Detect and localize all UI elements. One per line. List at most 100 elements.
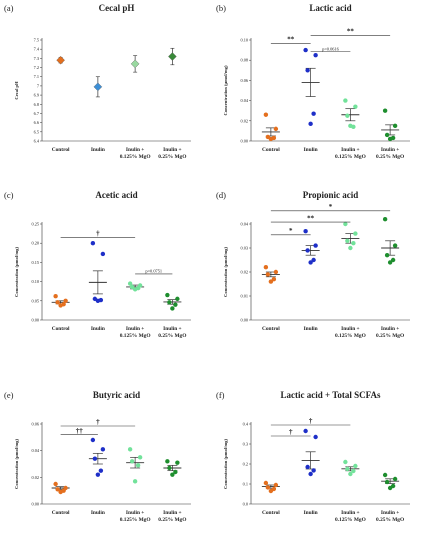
y-tick-label: 0.02 [240,270,248,275]
data-point [265,272,271,277]
x-category-label: 0.125% MgO [120,333,151,339]
data-point [343,459,348,465]
data-point [129,284,135,290]
significance-label: ** [347,28,355,36]
data-point [345,113,350,118]
y-tick-label: 6.4 [34,139,40,144]
data-point [384,479,390,485]
data-point [382,472,388,478]
data-point [392,476,398,482]
x-category-label: 0.25% MgO [376,154,404,160]
x-category-label: Control [262,510,280,516]
x-category-label: Inulin + [163,326,182,332]
data-point [265,485,271,490]
data-point [273,269,279,275]
x-category-label: Inulin + [163,510,182,516]
x-category-label: Inulin + [126,510,145,516]
y-tick-label: 0.02 [240,118,248,123]
data-point [353,231,358,236]
y-axis-label: Concentration (μmol/mg) [223,65,228,115]
x-category-label: Control [52,326,70,332]
y-tick-label: 0.00 [31,502,39,507]
panel-a: (a) Cecal pH 6.4 6.5 6.6 6.7 6.8 6.9 7 7.1 7.2 7.3 7… [4,3,191,160]
x-category-label: Inulin [91,326,105,332]
x-category-label: Inulin + [341,147,360,153]
data-point [343,98,348,103]
x-category-label: Inulin [304,510,318,516]
data-point [167,300,172,305]
data-point [53,481,58,487]
data-point [313,434,318,440]
x-category-label: Inulin [91,510,105,516]
panel-letter: (d) [216,190,226,200]
data-point [90,437,96,443]
data-point [55,300,60,305]
y-tick-label: 0.4 [243,422,249,427]
data-point [348,471,353,477]
significance-label: †† [76,427,84,435]
data-point [382,108,388,113]
data-point [303,47,308,53]
data-point [387,136,393,142]
y-tick-label: 0.02 [31,475,39,480]
data-point [387,260,393,265]
data-point [170,306,175,311]
panel-title: Lactic acid [309,3,351,13]
data-point [311,257,316,263]
data-point [345,238,350,243]
data-point [127,281,133,286]
data-point [308,121,313,127]
y-axis-label: Concentration (μmol/mg) [14,247,19,297]
data-point [384,132,390,138]
data-point [268,279,274,284]
data-point [95,298,101,303]
y-tick-label: 0.01 [240,294,248,299]
x-category-label: Inulin + [341,510,360,516]
y-tick-label: 6.6 [34,120,40,125]
significance-label: * [329,203,333,211]
data-point [351,241,356,246]
data-point [392,243,398,248]
data-point [390,257,396,263]
y-tick-label: 7.3 [34,56,39,61]
y-tick-label: 0.10 [31,279,39,284]
y-tick-label: 0.06 [31,422,39,427]
data-point [305,68,310,73]
data-point [135,463,141,468]
y-tick-label: 0.04 [240,98,248,103]
x-category-label: Inulin + [163,147,182,153]
x-category-label: Inulin [304,147,318,153]
data-point [351,468,356,474]
data-point [303,428,308,434]
panel-letter: (a) [4,3,14,13]
data-point [348,123,353,129]
data-point [345,466,350,472]
x-category-label: Inulin + [381,326,400,332]
significance-label: † [309,417,313,425]
data-point [90,241,96,246]
data-point [127,447,133,452]
data-point [175,296,180,302]
panel-b: (b) Lactic acid 0.00 0.02 0.04 0.06 0.08 0.10 Co… [216,3,410,160]
y-tick-label: 0.0 [243,502,248,507]
x-category-label: Inulin [304,326,318,332]
data-point [100,251,106,257]
data-point [343,221,348,227]
y-tick-label: 6.8 [34,102,39,107]
panel-letter: (e) [4,390,14,400]
mean-diamond [56,55,65,65]
y-axis-label: Concentration (μmol/mg) [223,247,228,297]
panel-title: Butyric acid [93,390,140,400]
y-tick-label: 0.10 [240,38,248,43]
panel-e: (e) Butyric acid 0.00 0.02 0.04 0.06 Concentra… [4,390,191,523]
y-tick-label: 0.20 [31,241,39,246]
data-point [305,248,310,253]
x-category-label: Control [52,147,70,153]
x-category-label: 0.25% MgO [158,333,186,339]
y-tick-label: 0.08 [240,58,248,63]
panel-title: Acetic acid [95,190,137,200]
x-category-label: Inulin + [381,510,400,516]
significance-label: † [96,230,100,238]
x-category-label: 0.25% MgO [376,517,404,523]
significance-label: * [289,227,293,235]
